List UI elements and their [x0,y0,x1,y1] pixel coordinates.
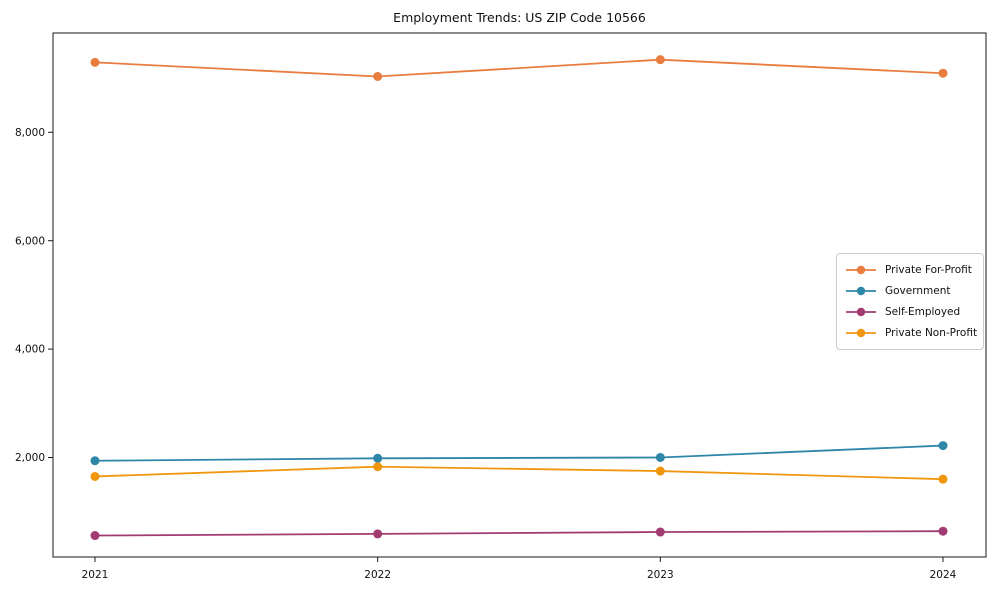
legend-marker-icon [846,265,876,275]
series-line-private-for-profit [94,58,944,78]
series-line-private-non-profit [94,465,944,481]
y-tick-label: 6,000 [15,235,45,247]
data-point-government-2021 [90,456,100,466]
plot-border [52,32,987,558]
legend-marker-icon [846,307,876,317]
data-point-private-for-profit-2023 [655,55,665,65]
legend-item-government: Government [845,283,974,299]
x-tick-label: 2024 [930,569,957,581]
data-point-private-non-profit-2021 [90,471,100,481]
legend-item-private-non-profit: Private Non-Profit [845,325,978,341]
data-point-self-employed-2023 [655,527,665,537]
y-tick-label: 2,000 [15,452,45,464]
series-line-self-employed [94,530,944,537]
x-tick-label: 2022 [364,569,391,581]
legend-label: Private Non-Profit [885,327,978,339]
data-point-private-non-profit-2022 [373,462,383,472]
chart-title: Employment Trends: US ZIP Code 10566 [393,10,646,25]
data-point-private-non-profit-2024 [938,474,948,484]
y-tick-label: 4,000 [15,344,45,356]
data-point-private-for-profit-2021 [90,57,100,67]
data-point-government-2024 [938,441,948,451]
legend-marker-icon [846,286,876,296]
legend-label: Private For-Profit [885,264,972,276]
y-tick-label: 8,000 [15,127,45,139]
legend-item-private-for-profit: Private For-Profit [845,262,974,278]
series-line-government [94,444,944,462]
data-point-government-2023 [655,452,665,462]
data-point-private-for-profit-2024 [938,68,948,78]
data-point-self-employed-2022 [373,529,383,539]
data-point-government-2022 [373,453,383,463]
data-point-self-employed-2024 [938,526,948,536]
data-point-private-non-profit-2023 [655,466,665,476]
legend-label: Government [885,285,951,297]
data-point-private-for-profit-2022 [373,71,383,81]
data-point-self-employed-2021 [90,531,100,541]
legend-label: Self-Employed [885,306,961,318]
legend: Private For-Profit Government Self-Employe… [836,253,984,350]
legend-marker-icon [846,328,876,338]
x-tick-label: 2023 [647,569,674,581]
legend-item-self-employed: Self-Employed [845,304,974,320]
x-tick-label: 2021 [82,569,109,581]
